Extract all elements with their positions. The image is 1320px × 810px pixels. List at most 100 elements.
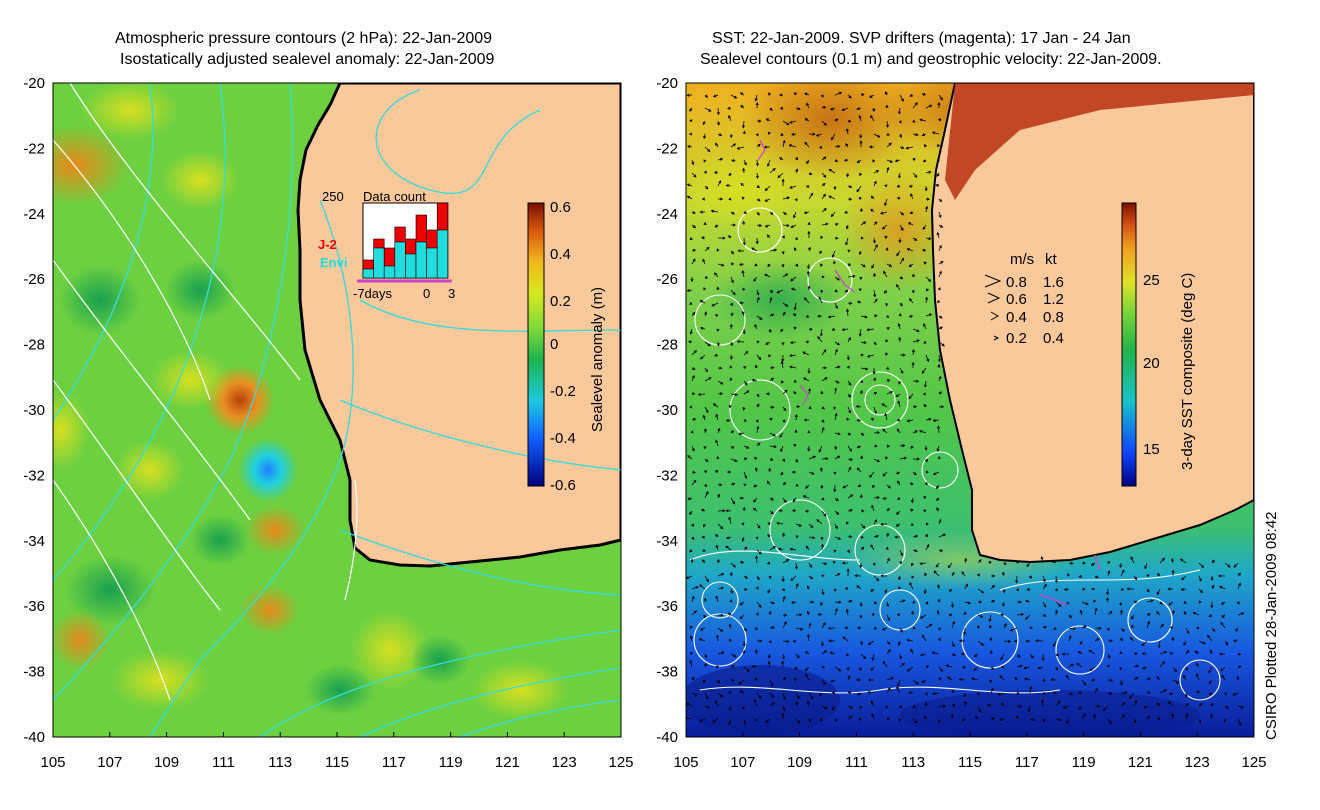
velocity-arrow (911, 497, 915, 504)
velocity-arrow (741, 269, 745, 278)
velocity-arrow (1141, 652, 1148, 656)
velocity-arrow (755, 159, 759, 167)
velocity-arrow (752, 507, 758, 512)
velocity-arrow (1172, 666, 1178, 673)
velocity-arrow (803, 211, 810, 215)
velocity-arrow (921, 133, 927, 137)
velocity-arrow (820, 390, 824, 395)
inset-title: Data count (363, 189, 426, 204)
inset-bar-j2 (373, 238, 385, 249)
velocity-arrow (860, 236, 864, 240)
velocity-arrow (923, 323, 927, 330)
velocity-arrow (704, 490, 709, 499)
velocity-arrow (859, 140, 863, 148)
inset-bar-j2 (362, 259, 374, 270)
velocity-arrow (767, 131, 771, 135)
velocity-arrow (989, 637, 993, 642)
velocity-arrow (821, 183, 826, 187)
australia-land-sst (930, 83, 1254, 564)
velocity-arrow (817, 314, 823, 318)
velocity-arrow (1042, 678, 1046, 682)
velocity-arrow (1120, 569, 1125, 577)
right-lon-tick: 115 (958, 754, 982, 771)
velocity-arrow (782, 595, 786, 603)
velocity-arrow (936, 610, 940, 616)
velocity-arrow (999, 675, 1005, 681)
velocity-arrow (867, 640, 875, 645)
velocity-arrow (921, 634, 927, 642)
velocity-arrow (1235, 627, 1239, 632)
velocity-arrow (820, 263, 824, 267)
velocity-arrow (820, 289, 824, 294)
velocity-arrow (742, 287, 746, 291)
velocity-arrow (767, 480, 771, 486)
velocity-arrow (1037, 666, 1044, 670)
velocity-arrow (769, 289, 774, 294)
velocity-arrow (789, 185, 797, 189)
velocity-arrow (860, 315, 868, 319)
velocity-arrow (795, 718, 801, 724)
sla-tick: 0 (550, 336, 558, 353)
velocity-arrow (870, 418, 875, 421)
velocity-arrow (870, 588, 875, 592)
velocity-arrow (769, 679, 774, 687)
velocity-arrow (704, 406, 709, 414)
velocity-arrow (1223, 718, 1227, 723)
velocity-arrow (899, 276, 904, 280)
velocity-arrow (1055, 653, 1060, 656)
velocity-arrow (743, 159, 747, 166)
velocity-arrow (918, 429, 927, 434)
velocity-arrow (990, 687, 994, 694)
white-contours (53, 83, 358, 701)
velocity-arrow (704, 246, 710, 252)
velocity-arrow (1106, 597, 1110, 603)
velocity-arrow (769, 366, 775, 370)
sealevel-contours (689, 207, 1221, 701)
velocity-arrow (755, 718, 759, 722)
velocity-arrow (834, 348, 838, 356)
velocity-arrow (834, 523, 838, 530)
velocity-arrow (782, 196, 790, 200)
velocity-arrow (910, 522, 914, 526)
velocity-arrow (687, 455, 693, 460)
velocity-arrow (1091, 587, 1096, 591)
right-map (686, 83, 1254, 737)
velocity-arrow (923, 261, 927, 265)
velocity-arrow (1237, 705, 1244, 709)
velocity-arrow (912, 679, 919, 685)
velocity-arrow (834, 510, 840, 515)
velocity-arrow (751, 665, 758, 669)
velocity-arrow (1236, 601, 1240, 605)
velocity-arrow (932, 692, 940, 696)
velocity-arrow (769, 248, 778, 252)
velocity-arrow (1220, 621, 1226, 629)
velocity-arrow (717, 573, 725, 577)
velocity-arrow (827, 315, 836, 319)
velocity-arrow (717, 613, 724, 617)
velocity-arrow (872, 484, 875, 489)
velocity-arrow (763, 145, 771, 149)
velocity-arrow (691, 586, 699, 590)
velocity-arrow (988, 561, 992, 565)
velocity-arrow (715, 665, 719, 669)
velocity-arrow (1168, 601, 1174, 606)
velocity-arrow (925, 665, 930, 669)
velocity-arrow (1146, 715, 1151, 720)
velocity-arrow (821, 193, 826, 200)
velocity-arrow (730, 143, 737, 148)
velocity-arrow (897, 496, 901, 500)
velocity-arrow (804, 666, 810, 672)
velocity-arrow (821, 562, 828, 566)
velocity-arrow (727, 691, 732, 695)
velocity-arrow (1168, 692, 1174, 696)
velocity-arrow (765, 118, 771, 122)
velocity-arrow (938, 666, 944, 673)
velocity-arrow (899, 599, 906, 603)
velocity-arrow (1016, 704, 1023, 708)
velocity-arrow (821, 366, 827, 370)
velocity-arrow (769, 601, 775, 605)
velocity-arrow (1210, 575, 1214, 581)
velocity-arrow (896, 686, 901, 694)
velocity-arrow (788, 144, 797, 148)
velocity-arrow (769, 168, 776, 174)
